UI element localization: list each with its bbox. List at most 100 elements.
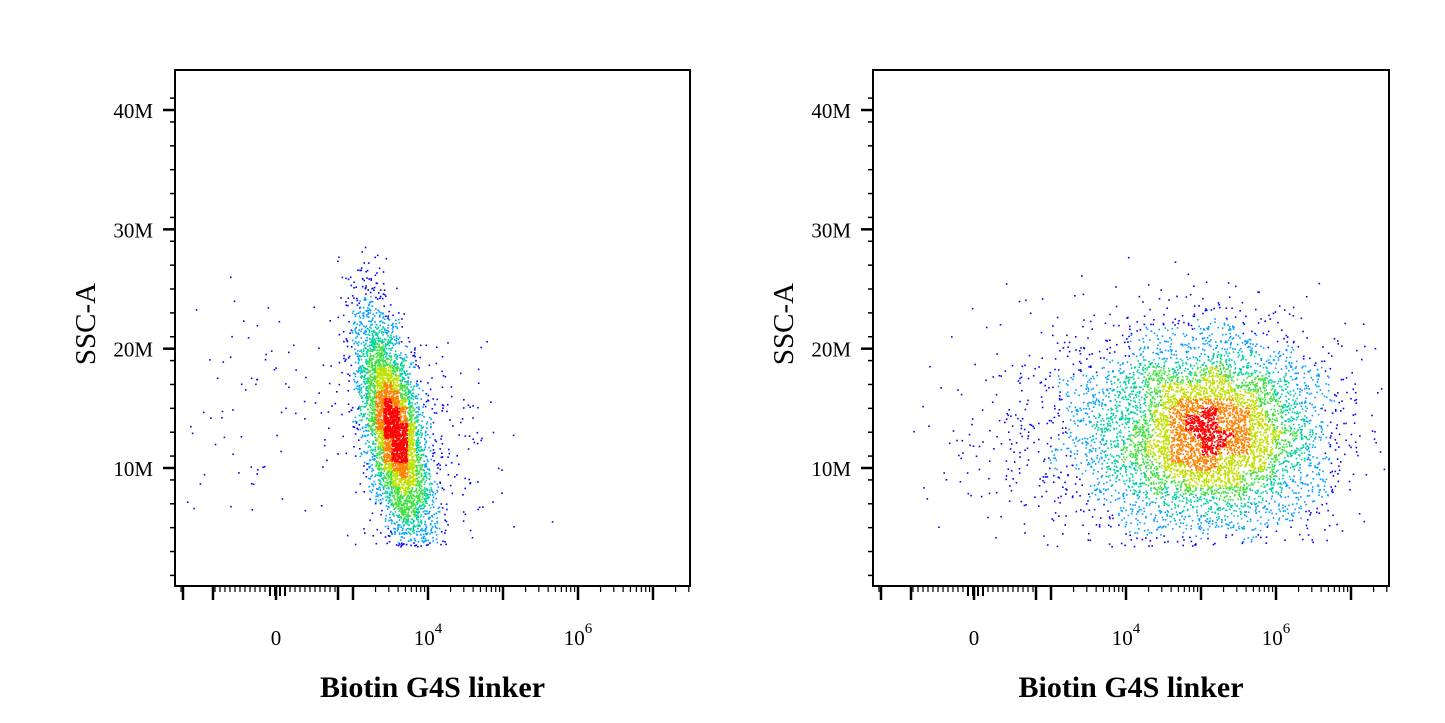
event-dot	[374, 256, 376, 259]
event-dot	[448, 448, 450, 451]
event-dot	[372, 391, 374, 394]
event-dot	[379, 483, 382, 486]
event-dot	[375, 375, 377, 378]
event-dot	[390, 380, 393, 382]
event-dot	[363, 465, 365, 467]
event-dot	[368, 331, 371, 333]
event-dot	[381, 436, 383, 439]
event-dot	[402, 487, 405, 490]
event-dot	[396, 378, 398, 380]
event-dot	[416, 421, 419, 423]
event-dot	[413, 410, 416, 412]
event-dot	[397, 528, 399, 530]
event-dot	[360, 452, 363, 454]
event-dot	[384, 359, 386, 362]
event-dot	[413, 542, 415, 544]
event-dot	[385, 418, 388, 421]
event-dot	[407, 396, 409, 398]
event-dot	[410, 397, 413, 399]
event-dot	[429, 388, 432, 391]
event-dot	[378, 486, 381, 489]
event-dot	[379, 437, 382, 439]
event-dot	[372, 423, 374, 425]
event-dot	[353, 426, 356, 429]
event-dot	[361, 371, 364, 373]
event-dot	[376, 419, 379, 421]
event-dot	[416, 530, 418, 533]
event-dot	[396, 443, 398, 445]
event-dot	[398, 468, 401, 470]
event-dot	[478, 506, 481, 509]
event-dot	[416, 514, 419, 516]
event-dot	[373, 289, 375, 291]
event-dot	[419, 498, 421, 501]
event-dot	[413, 537, 416, 540]
event-dot	[374, 458, 376, 460]
event-dot	[381, 434, 383, 437]
event-dot	[373, 395, 376, 397]
event-dot	[340, 297, 342, 299]
event-dot	[367, 408, 369, 410]
event-dot	[413, 525, 416, 527]
event-dot	[411, 404, 413, 407]
event-dot	[432, 444, 434, 447]
event-dot	[376, 387, 379, 390]
event-dot	[365, 298, 367, 300]
event-dot	[396, 382, 399, 384]
event-dot	[416, 484, 418, 487]
event-dot	[396, 358, 398, 360]
event-dot	[392, 377, 395, 380]
event-dot	[427, 539, 429, 542]
event-dot	[388, 399, 390, 401]
event-dot	[400, 471, 403, 474]
event-dot	[385, 416, 388, 419]
event-dot	[361, 453, 363, 456]
event-dot	[363, 370, 365, 372]
event-dot	[373, 348, 376, 351]
event-dot	[378, 446, 380, 448]
event-dot	[415, 478, 418, 480]
event-dot	[375, 498, 377, 501]
event-dot	[410, 481, 412, 483]
event-dot	[385, 413, 387, 415]
event-dot	[361, 251, 363, 253]
event-dot	[396, 326, 398, 329]
event-dot	[420, 514, 422, 516]
event-dot	[403, 517, 406, 519]
event-dot	[388, 497, 391, 499]
event-dot	[416, 496, 418, 499]
event-dot	[407, 441, 410, 444]
event-dot	[432, 501, 435, 503]
event-dot	[386, 491, 389, 493]
event-dot	[366, 393, 369, 395]
event-dot	[383, 371, 386, 373]
event-dot	[384, 318, 386, 321]
event-dot	[386, 452, 388, 455]
event-dot	[393, 426, 396, 428]
event-dot	[401, 468, 404, 471]
event-dot	[428, 364, 431, 367]
event-dot	[384, 491, 386, 494]
event-dot	[379, 457, 381, 459]
event-dot	[383, 412, 385, 414]
event-dot	[375, 456, 378, 458]
event-dot	[423, 497, 425, 500]
event-dot	[431, 516, 434, 518]
event-dot	[380, 412, 382, 414]
event-dot	[390, 419, 392, 422]
event-dot	[378, 469, 381, 471]
event-dot	[378, 352, 381, 355]
event-dot	[410, 436, 413, 438]
event-dot	[392, 361, 395, 363]
event-dot	[405, 442, 407, 445]
event-dot	[389, 409, 392, 411]
event-dot	[384, 403, 387, 405]
event-dot	[396, 468, 399, 470]
event-dot	[378, 405, 381, 407]
event-dot	[414, 490, 417, 492]
event-dot	[357, 388, 359, 391]
event-dot	[364, 331, 366, 333]
event-dot	[383, 348, 386, 350]
event-dot	[375, 334, 377, 336]
